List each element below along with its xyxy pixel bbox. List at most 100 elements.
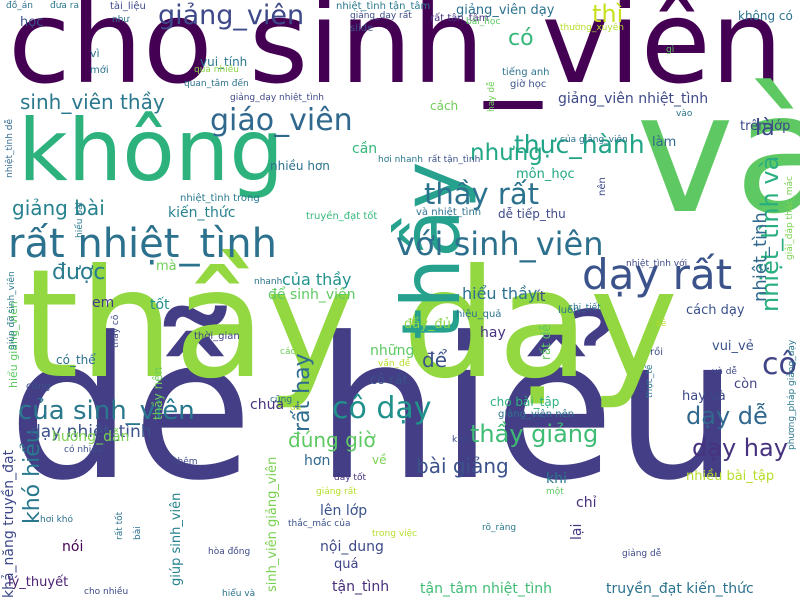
word-huong-dan: hướng_dẫn <box>52 429 130 445</box>
word-thay-co: thầy cô <box>111 314 121 348</box>
word-ma: mà <box>156 259 177 274</box>
word-nhiet-tinh-trong: nhiệt_tình trong <box>180 193 260 204</box>
word-cac: các <box>280 347 296 357</box>
word-thay-day: thầy dạy <box>20 238 679 412</box>
word-dung-gio: đúng giờ <box>288 428 376 452</box>
word-chi: chỉ <box>576 495 597 511</box>
word-nen: nên <box>597 177 608 196</box>
word-nhieu-hon: nhiều hơn <box>270 159 330 173</box>
word-day-rat: dạy rất <box>582 250 733 299</box>
word-kha: khá <box>452 435 469 445</box>
word-hieu-qua: hiệu_quả <box>456 309 502 320</box>
word-noi-dung: nội_dung <box>320 539 384 555</box>
word-nhung-2: những <box>370 343 415 359</box>
word-rat-nhiet-tinh: rất nhiệt_tình <box>8 221 277 267</box>
word-giang-day-rat: giảng_dạy rất <box>350 11 412 21</box>
word-tren-lop: trên lớp <box>740 119 791 134</box>
word-bai: bài <box>133 526 143 540</box>
word-thay-rat: thầy rất <box>424 177 539 211</box>
word-day-nhiet-tinh: dạy nhiệt_tình <box>30 422 152 442</box>
word-lai: lại <box>569 523 585 540</box>
word-qua-nhieu: quá nhiều <box>194 65 239 75</box>
word-khong: không <box>18 101 285 201</box>
word-co-nhieu: có nhiều <box>64 445 103 455</box>
word-cho-nhieu: cho nhiều <box>84 587 129 597</box>
word-giai-dap-thac-mac: giải_đáp thắc_mắc <box>785 176 795 260</box>
word-giang-vien-nhiet-tinh: giảng_viên nhiệt_tình <box>558 91 709 107</box>
word-cho-bai-tap: cho bài_tập <box>490 395 560 409</box>
word-cua-giang-vien: của giảng_viên <box>560 135 628 145</box>
word-se: sẽ <box>656 319 667 329</box>
word-va: và <box>636 58 800 251</box>
word-nhieu-bai-tap: nhiều bài_tập <box>686 469 775 484</box>
word-lam: làm <box>652 135 677 150</box>
word-hon: hơn <box>304 453 331 469</box>
word-mon-hoc: môn_học <box>516 167 575 182</box>
word-do-an: đồ_án <box>6 1 33 11</box>
word-ro-rang: rõ_ràng <box>482 523 517 533</box>
word-de-tiep-thu: dễ tiếp_thu <box>498 207 566 221</box>
word-day-hay: dạy hay <box>692 434 788 462</box>
word-de: để <box>422 348 447 372</box>
word-cung: cũng <box>26 381 51 392</box>
word-tai-lieu: tài_liệu <box>110 1 146 12</box>
word-rat-tan-tinh: rất tận_tình <box>428 155 481 165</box>
word-qua: quá <box>334 557 359 572</box>
word-bai-hoc: bài_học <box>466 17 501 27</box>
word-vui-tinh: vui_tính <box>200 55 248 69</box>
word-rat-de: rất dễ <box>539 324 553 360</box>
word-co-rat: cô rất <box>370 373 408 388</box>
word-va-nhiet-tinh: và nhiệt_tình <box>416 207 482 218</box>
word-truyen-dat-tot: truyền_đạt tốt <box>306 211 378 222</box>
word-cung-2: cũng <box>270 395 293 405</box>
word-hay: hay <box>480 325 506 341</box>
word-bai-giang: bài giảng <box>416 454 509 478</box>
word-nhiet-tinh-de: nhiệt_tình dễ <box>5 118 15 178</box>
word-con: còn <box>734 377 758 392</box>
word-duoc: được <box>52 260 106 285</box>
word-nhung: nhưng <box>470 140 543 166</box>
word-thuc-hanh: thực_hành <box>514 130 645 159</box>
word-giang-rat: giảng rất <box>316 487 357 497</box>
word-nhiet-tinh-voi: nhiệt_tình với <box>626 259 688 269</box>
word-giao-vien: giáo_viên <box>210 103 353 138</box>
word-luon: luôn <box>558 305 580 316</box>
word-hieu-va: hiểu và <box>222 589 256 599</box>
word-nhanh: nhanh <box>254 277 283 287</box>
word-hay-va: hay và <box>682 389 726 404</box>
word-it: ít <box>536 289 546 305</box>
word-chua: chưa <box>250 397 285 413</box>
word-giang-bai: giảng bài <box>12 196 105 220</box>
word-truyen-dat-kien-thuc: truyền_đạt kiến_thức <box>606 581 754 597</box>
word-thi: thì <box>592 0 624 28</box>
word-giup-sinh-vien: giúp sinh_viên <box>169 492 184 586</box>
word-quan-tam-den: quan_tâm đến <box>184 79 249 89</box>
word-em: em <box>92 295 115 311</box>
word-giang-vien-day: giảng_viên dạy <box>456 3 555 18</box>
word-la: là <box>755 116 775 141</box>
word-cua-thay: của thầy <box>282 270 352 289</box>
word-rat-tot: rất tốt <box>115 511 125 540</box>
word-tieng-anh: tiếng anh <box>502 67 550 78</box>
word-co-the: có_thể <box>56 353 96 367</box>
word-roi: rồi <box>650 347 664 358</box>
word-tot: tốt <box>150 297 170 313</box>
word-day-du: đầy_đủ <box>404 317 451 332</box>
word-hoi-nhanh: hơi nhanh <box>378 155 423 165</box>
word-day-de: dạy dễ <box>686 402 768 430</box>
word-giup-do-sinh-vien: giúp đỡ sinh_viên <box>7 271 17 350</box>
word-can: cần <box>352 141 378 157</box>
word-thac-mac-cua: thắc_mắc của <box>288 519 351 529</box>
word-co-day: cô dạy <box>332 391 432 426</box>
word-tan-tinh: tận_tình <box>332 579 390 595</box>
word-them: thêm <box>174 457 198 467</box>
word-dua-ra: đưa ra <box>50 1 80 11</box>
word-gi: gì <box>666 45 675 55</box>
word-nhu: như <box>112 15 130 25</box>
word-hoc: học <box>20 15 44 30</box>
word-thay-giang: thầy giảng <box>470 420 599 448</box>
word-mot: một <box>546 487 564 497</box>
word-sinh-vien-giang-vien: sinh_viên giảng_viên <box>265 456 280 592</box>
word-nhiet-tinh-tan-tam: nhiệt_tình tận_tâm <box>336 1 431 12</box>
